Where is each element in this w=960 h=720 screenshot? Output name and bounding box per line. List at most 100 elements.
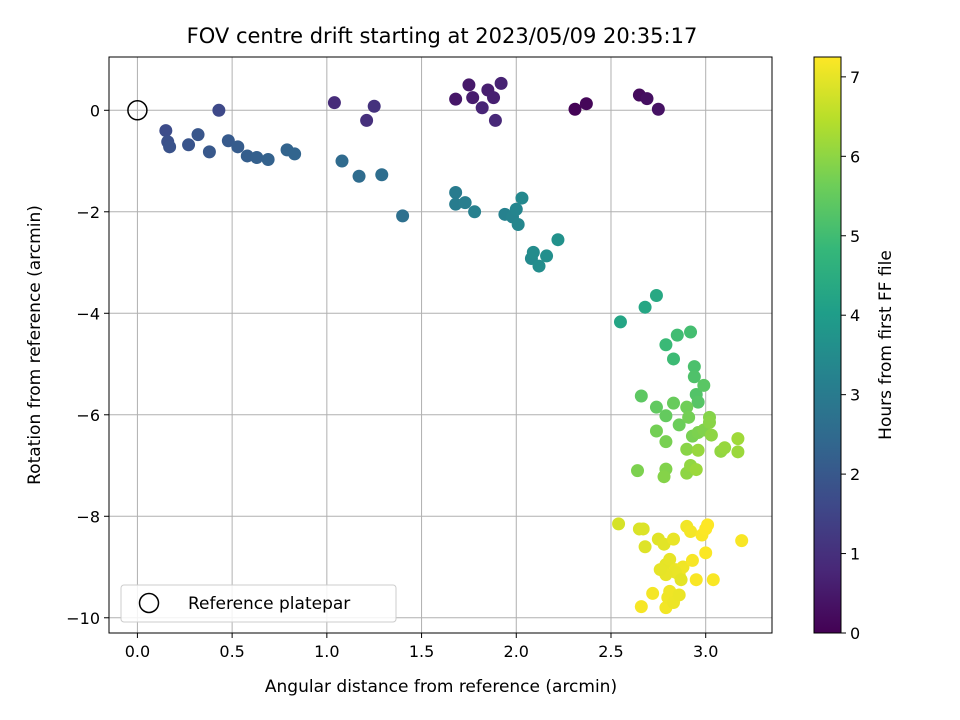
data-point [659, 409, 673, 423]
colorbar-ticks: 0 1 2 3 4 5 6 7 [841, 68, 860, 643]
y-tick-label: −10 [66, 609, 100, 628]
data-point [682, 410, 696, 424]
legend-entry-label: Reference platepar [188, 594, 350, 614]
colorbar-tick-label: 0 [850, 624, 860, 643]
colorbar: 0 1 2 3 4 5 6 7 Hours from first FF file [813, 56, 896, 643]
data-point [651, 102, 665, 116]
legend: Reference platepar [120, 584, 397, 623]
data-point [613, 315, 627, 329]
data-point [191, 128, 205, 142]
data-point [689, 463, 703, 477]
data-point [735, 534, 749, 548]
data-point [685, 553, 699, 567]
data-point [659, 435, 673, 449]
y-tick-label: −8 [76, 507, 100, 526]
x-tick-label: 0.5 [219, 642, 244, 661]
colorbar-tick-label: 7 [850, 68, 860, 87]
legend-box [120, 584, 397, 623]
y-tick-label: −2 [76, 203, 100, 222]
data-point [163, 140, 177, 154]
x-tick-label: 3.0 [693, 642, 718, 661]
data-point [568, 102, 582, 116]
data-point [231, 140, 245, 154]
data-point [704, 428, 718, 442]
data-point [691, 395, 705, 409]
colorbar-tick-label: 1 [850, 545, 860, 564]
colorbar-tick-label: 5 [850, 227, 860, 246]
data-point [706, 573, 720, 587]
chart-title: FOV centre drift starting at 2023/05/09 … [187, 24, 698, 48]
reference-platepar-marker [127, 100, 148, 121]
legend-marker-open-circle [138, 592, 160, 614]
data-point [352, 169, 366, 183]
x-axis-ticks: 0.0 0.5 1.0 1.5 2.0 2.5 3.0 [125, 633, 718, 661]
data-point [702, 415, 716, 429]
data-point [672, 418, 686, 432]
data-point [458, 196, 472, 210]
data-point [526, 245, 540, 259]
data-point [684, 325, 698, 339]
data-point [653, 563, 667, 577]
data-point [327, 96, 341, 110]
data-point [494, 76, 508, 90]
data-point [515, 191, 529, 205]
y-tick-label: 0 [90, 101, 100, 120]
y-tick-label: −6 [76, 406, 100, 425]
colorbar-tick-label: 3 [850, 386, 860, 405]
plot-area-frame [108, 56, 773, 634]
x-tick-label: 0.0 [125, 642, 150, 661]
data-point [466, 91, 480, 105]
colorbar-tick-label: 6 [850, 147, 860, 166]
data-point [159, 124, 173, 138]
data-point [462, 78, 476, 92]
data-point [367, 99, 381, 113]
data-point [701, 518, 715, 532]
data-point [638, 540, 652, 554]
data-point [449, 185, 463, 199]
data-point [687, 370, 701, 384]
data-point [375, 168, 389, 182]
data-point [335, 154, 349, 168]
colorbar-gradient [813, 56, 842, 634]
data-point [731, 432, 745, 446]
data-point [640, 92, 654, 106]
data-point [657, 470, 671, 484]
data-point [182, 138, 196, 152]
data-point [212, 103, 226, 117]
data-point [579, 97, 593, 111]
data-point [250, 150, 264, 164]
data-point [649, 400, 663, 414]
data-point [670, 328, 684, 342]
data-point [691, 443, 705, 457]
data-point [221, 134, 235, 148]
x-tick-label: 1.0 [314, 642, 339, 661]
data-point [261, 153, 275, 167]
data-point [697, 378, 711, 392]
data-point [659, 338, 673, 352]
data-point [634, 600, 648, 614]
data-points [159, 76, 749, 615]
data-point [396, 209, 410, 223]
data-point [487, 91, 501, 105]
data-point [509, 202, 523, 216]
data-point [718, 441, 732, 455]
data-point [488, 113, 502, 127]
data-point [699, 546, 713, 560]
data-point [680, 442, 694, 456]
colorbar-tick-label: 4 [850, 306, 860, 325]
data-point [551, 233, 565, 247]
colorbar-label: Hours from first FF file [876, 250, 896, 440]
data-point [649, 289, 663, 303]
colorbar-tick-label: 2 [850, 465, 860, 484]
data-point [731, 445, 745, 459]
data-point [689, 573, 703, 587]
x-tick-label: 1.5 [409, 642, 434, 661]
data-point [680, 400, 694, 414]
data-point [636, 522, 650, 536]
data-point [468, 205, 482, 219]
data-point [360, 113, 374, 127]
data-point [612, 517, 626, 531]
data-point [663, 552, 677, 566]
data-point [449, 92, 463, 106]
